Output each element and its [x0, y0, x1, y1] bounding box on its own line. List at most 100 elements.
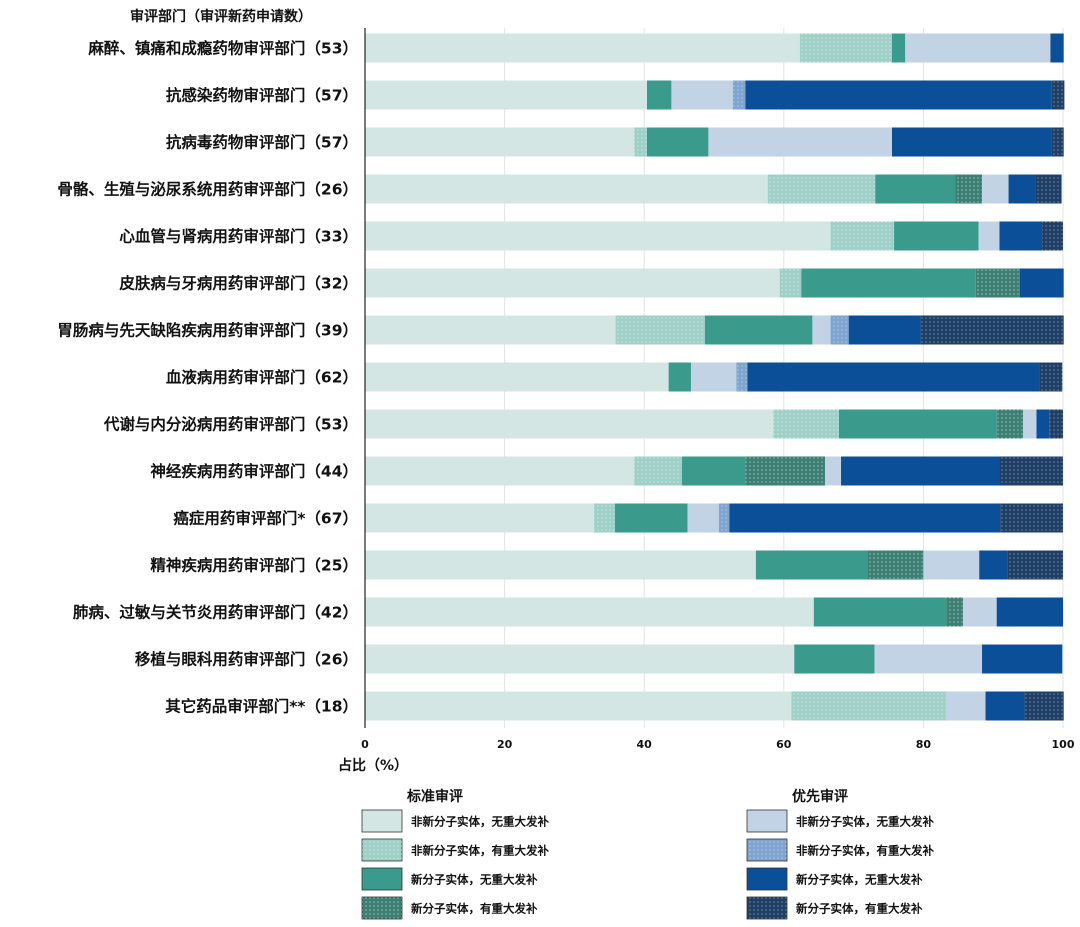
- bar-segment: [773, 409, 839, 439]
- bar-segment: [1007, 550, 1063, 580]
- bar-segment: [747, 362, 1040, 392]
- legend-label: 新分子实体，有重大发补: [411, 902, 538, 916]
- x-tick-labels: 0 20 40 60 80 100: [361, 738, 1075, 751]
- bar-segment: [704, 315, 813, 345]
- bar-segment: [894, 221, 979, 251]
- bar-segment: [365, 550, 756, 580]
- category-label: 骨骼、生殖与泌尿系统用药审评部门（26）: [57, 180, 358, 199]
- bar-segment: [978, 221, 1000, 251]
- category-label: 代谢与内分泌病用药审评部门（53）: [103, 415, 358, 434]
- x-tick-label: 100: [1052, 738, 1075, 751]
- legend-item: 新分子实体，有重大发补: [746, 896, 923, 920]
- bar-segment: [365, 362, 669, 392]
- legend-label: 非新分子实体，无重大发补: [411, 815, 549, 829]
- category-label: 麻醉、镇痛和成瘾药物审评部门（53）: [87, 39, 358, 58]
- bar-segment: [999, 221, 1043, 251]
- bar-segment: [1051, 80, 1065, 110]
- bar-segment: [614, 503, 688, 533]
- legend-label: 非新分子实体，无重大发补: [796, 815, 934, 829]
- bar-segment: [365, 456, 635, 486]
- category-label: 抗感染药物审评部门（57）: [166, 86, 358, 105]
- bar-segment: [634, 127, 647, 157]
- bar-segment: [668, 362, 691, 392]
- bar-segment: [813, 597, 947, 627]
- bar-row: [365, 315, 1064, 345]
- bar-segment: [1049, 409, 1063, 439]
- bar-segment: [920, 315, 1064, 345]
- legend-group-title: 优先审评: [792, 788, 848, 805]
- bar-segment: [946, 691, 986, 721]
- category-labels: 麻醉、镇痛和成瘾药物审评部门（53） 抗感染药物审评部门（57） 抗病毒药物审评部门…: [57, 39, 358, 716]
- bar-segment: [946, 597, 964, 627]
- x-tick-label: 80: [916, 738, 932, 751]
- bar-row: [365, 174, 1062, 204]
- legend-label: 新分子实体，无重大发补: [796, 873, 923, 887]
- category-label: 抗病毒药物审评部门（57）: [166, 133, 358, 152]
- bar-segment: [963, 597, 997, 627]
- bar-segment: [799, 33, 892, 63]
- bar-segment: [671, 80, 733, 110]
- bar-segment: [365, 315, 616, 345]
- bar-row: [365, 80, 1065, 110]
- bar-segment: [1035, 174, 1062, 204]
- legend-item: 非新分子实体，有重大发补: [746, 838, 934, 862]
- bar-segment: [687, 503, 719, 533]
- legend-swatch: [361, 809, 403, 833]
- bar-row: [365, 268, 1064, 298]
- x-tick-label: 40: [637, 738, 653, 751]
- bar-segment: [923, 550, 980, 580]
- bar-segment: [1050, 33, 1064, 63]
- bar-segment: [690, 362, 737, 392]
- bar-segment: [634, 456, 682, 486]
- category-label: 肺病、过敏与关节炎用药审评部门（42）: [73, 603, 358, 622]
- bar-segment: [982, 174, 1009, 204]
- bar-segment: [779, 268, 802, 298]
- bar-segment: [365, 503, 594, 533]
- legend: 标准审评非新分子实体，无重大发补非新分子实体，有重大发补新分子实体，无重大发补新…: [361, 788, 934, 920]
- bar-segment: [791, 691, 947, 721]
- bar-row: [365, 644, 1063, 674]
- bar-segment: [801, 268, 976, 298]
- bar-segment: [841, 456, 1000, 486]
- bar-segment: [646, 127, 709, 157]
- bar-segment: [729, 503, 1001, 533]
- bar-segment: [891, 127, 1052, 157]
- bar-segment: [365, 33, 800, 63]
- bar-row: [365, 597, 1063, 627]
- bar-segment: [718, 503, 730, 533]
- legend-item: 新分子实体，有重大发补: [361, 896, 538, 920]
- bar-row: [365, 127, 1064, 157]
- category-label: 移植与眼科用药审评部门（26）: [135, 650, 358, 669]
- bar-segment: [1042, 221, 1063, 251]
- legend-group-title: 标准审评: [406, 788, 463, 805]
- bar-segment: [1023, 409, 1037, 439]
- bar-segment: [985, 691, 1025, 721]
- bar-segment: [593, 503, 615, 533]
- bar-segment: [867, 550, 924, 580]
- bar-segment: [1039, 362, 1063, 392]
- bar-segment: [681, 456, 746, 486]
- legend-swatch: [361, 867, 403, 891]
- category-label: 皮肤病与牙病用药审评部门（32）: [119, 274, 358, 293]
- bar-segment: [732, 80, 746, 110]
- bar-row: [365, 503, 1063, 533]
- bar-segment: [975, 268, 1020, 298]
- bar-segment: [365, 644, 795, 674]
- bar-row: [365, 33, 1064, 63]
- bar-segment: [365, 174, 768, 204]
- bar-segment: [1000, 503, 1063, 533]
- bar-segment: [745, 80, 1052, 110]
- bar-segment: [812, 315, 831, 345]
- bar-segment: [874, 644, 983, 674]
- bar-row: [365, 221, 1063, 251]
- bar-segment: [830, 315, 849, 345]
- bar-segment: [615, 315, 705, 345]
- bar-segment: [891, 33, 906, 63]
- x-tick-label: 0: [361, 738, 369, 751]
- x-tick-label: 20: [497, 738, 513, 751]
- category-label: 癌症用药审评部门*（67）: [173, 509, 358, 528]
- legend-label: 新分子实体，无重大发补: [411, 873, 538, 887]
- bar-segment: [848, 315, 921, 345]
- legend-label: 非新分子实体，有重大发补: [796, 844, 934, 858]
